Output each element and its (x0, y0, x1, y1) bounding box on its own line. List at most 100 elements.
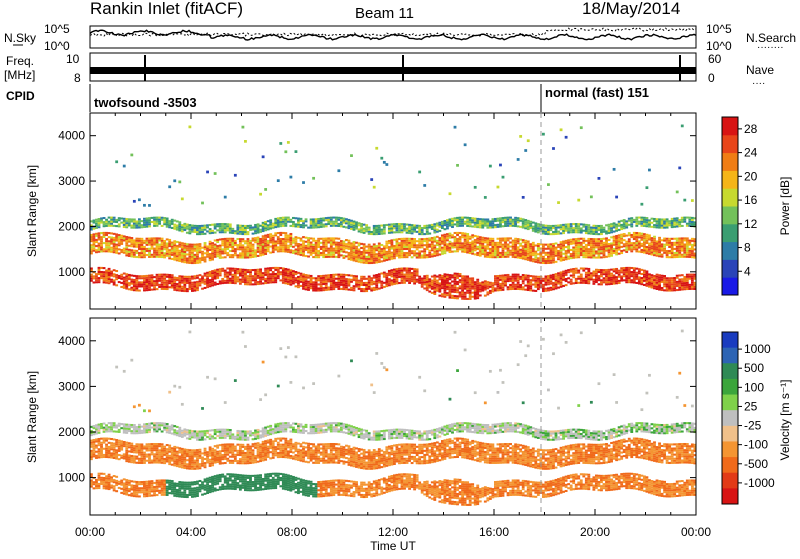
power-cell (279, 240, 282, 242)
power-cell (565, 224, 568, 226)
power-cell (259, 238, 262, 240)
power-cell (194, 248, 197, 250)
power-cell (204, 287, 207, 289)
power-cell (378, 253, 381, 255)
power-cell (408, 242, 411, 244)
power-cell (163, 282, 166, 284)
power-cell (247, 227, 250, 229)
power-cell (635, 217, 638, 219)
power-cell (244, 279, 247, 281)
power-cell (302, 220, 305, 222)
power-cell (555, 253, 558, 255)
power-cell (451, 251, 454, 253)
power-cell (555, 242, 558, 244)
power-cell (93, 228, 96, 230)
power-cell (524, 289, 527, 291)
power-cell (565, 228, 568, 230)
power-cell (426, 283, 429, 285)
power-cell (618, 244, 621, 246)
power-cell (648, 226, 651, 228)
power-cell (219, 268, 222, 270)
power-cell (322, 289, 325, 291)
power-cell (605, 256, 608, 258)
power-cell (353, 227, 356, 229)
power-cell (605, 224, 608, 226)
power-cell (416, 275, 419, 277)
power-cell (686, 241, 689, 243)
power-cell (587, 240, 590, 242)
power-cell (133, 246, 136, 248)
power-cell (471, 253, 474, 255)
power-cell (603, 244, 606, 246)
power-cell (365, 246, 368, 248)
power-cell (423, 275, 426, 277)
power-cell (565, 256, 568, 258)
power-cell (502, 238, 505, 240)
power-cell (527, 275, 530, 277)
power-cell (264, 245, 267, 247)
power-cell (226, 246, 229, 248)
power-cell (93, 244, 96, 246)
power-cell (572, 227, 575, 229)
power-cell (441, 251, 444, 253)
power-cell (332, 250, 335, 252)
power-cell (130, 253, 133, 255)
power-cell (514, 244, 517, 246)
power-cell (110, 281, 113, 283)
power-cell (229, 238, 232, 240)
power-cell (115, 160, 118, 163)
power-cell (277, 236, 280, 238)
power-cell (322, 281, 325, 283)
power-cell (312, 277, 315, 279)
power-cell (214, 248, 217, 250)
power-cell (605, 248, 608, 250)
power-cell (575, 280, 578, 282)
power-cell (686, 248, 689, 250)
power-cell (373, 277, 376, 279)
power-cell (656, 224, 659, 226)
power-cell (497, 287, 500, 289)
power-cell (608, 255, 611, 257)
power-cell (380, 231, 383, 233)
power-cell (444, 288, 447, 290)
power-cell (509, 219, 512, 221)
power-cell (178, 250, 181, 252)
power-cell (143, 246, 146, 248)
power-cell (529, 281, 532, 283)
power-cell (403, 240, 406, 242)
power-cell (375, 274, 378, 276)
power-cell (547, 231, 550, 233)
power-cell (231, 274, 234, 276)
power-cell (464, 286, 467, 288)
power-cell (254, 277, 257, 279)
power-cell (282, 278, 285, 280)
power-cell (310, 281, 313, 283)
power-cell (547, 248, 550, 250)
power-cell (355, 258, 358, 260)
power-cell (545, 248, 548, 250)
power-cell (590, 274, 593, 276)
power-cell (499, 238, 502, 240)
power-cell (630, 275, 633, 277)
power-cell (668, 281, 671, 283)
power-cell (257, 227, 260, 229)
power-cell (95, 235, 98, 237)
power-cell (254, 281, 257, 283)
power-cell (603, 242, 606, 244)
power-cell (234, 244, 237, 246)
power-cell (168, 241, 171, 243)
power-cell (676, 275, 679, 277)
power-cell (322, 248, 325, 250)
power-cell (287, 271, 290, 273)
power-cell (110, 221, 113, 223)
power-cell (156, 288, 159, 290)
power-cell (681, 286, 684, 288)
power-cell (226, 240, 229, 242)
power-cell (181, 242, 184, 244)
power-cell (393, 271, 396, 273)
power-cell (459, 219, 462, 221)
power-cell (461, 232, 464, 234)
power-cell (598, 277, 601, 279)
power-cell (406, 254, 409, 256)
power-cell (582, 256, 585, 258)
